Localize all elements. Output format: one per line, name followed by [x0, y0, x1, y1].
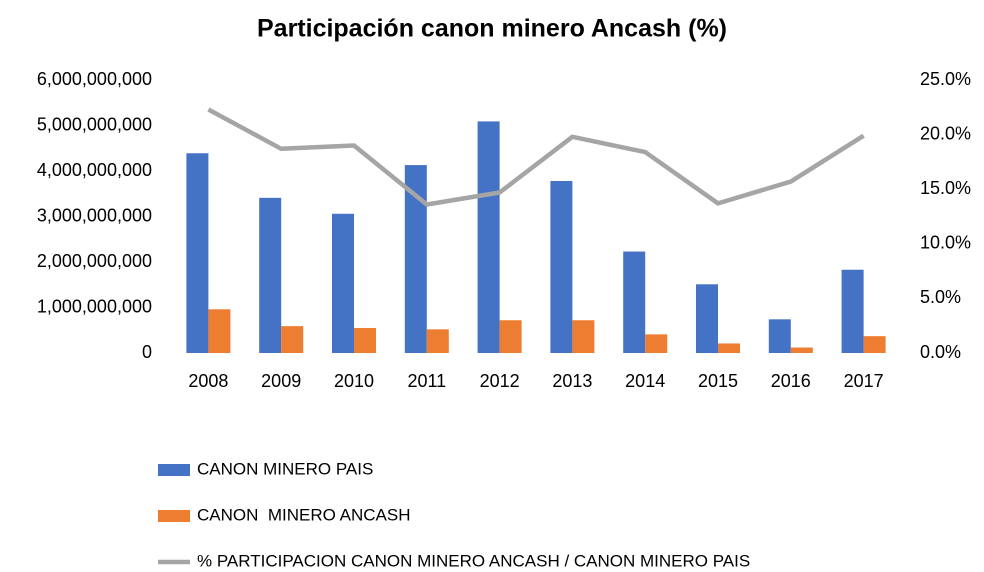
x-tick-label: 2015 [698, 371, 738, 391]
bar [623, 251, 646, 353]
bar [332, 213, 354, 353]
x-tick-label: 2010 [334, 371, 374, 391]
bar [499, 320, 522, 353]
y-tick-label: 3,000,000,000 [37, 205, 152, 225]
x-tick-label: 2017 [844, 371, 884, 391]
y2-tick-label: 5.0% [920, 287, 961, 307]
legend-label: CANON MINERO ANCASH [197, 505, 410, 524]
legend-swatch [158, 464, 190, 476]
bar [477, 121, 500, 353]
bar [550, 181, 573, 353]
y2-tick-label: 0.0% [920, 342, 961, 362]
y2-tick-label: 20.0% [920, 123, 971, 143]
x-tick-label: 2012 [480, 371, 520, 391]
bar [186, 153, 209, 353]
bar [696, 284, 718, 353]
bar [354, 327, 376, 353]
bar [259, 197, 282, 353]
chart-title: Participación canon minero Ancash (%) [257, 15, 727, 43]
y-tick-label: 5,000,000,000 [37, 114, 152, 134]
line [207, 107, 865, 207]
x-tick-label: 2011 [407, 371, 446, 391]
x-tick-label: 2014 [625, 371, 665, 391]
legend-label: % PARTICIPACION CANON MINERO ANCASH / CA… [197, 551, 750, 570]
bar [790, 347, 813, 353]
bar [572, 320, 595, 353]
x-tick-label: 2013 [552, 371, 592, 391]
legend-swatch [158, 510, 190, 522]
x-tick-label: 2016 [771, 371, 811, 391]
bar [863, 336, 886, 353]
x-tick-label: 2009 [261, 371, 301, 391]
y-tick-label: 2,000,000,000 [37, 251, 152, 271]
y-tick-label: 0 [142, 342, 152, 362]
bar [281, 326, 304, 353]
bar [404, 165, 427, 353]
bar [426, 329, 449, 353]
y2-tick-label: 25.0% [920, 69, 971, 89]
y-tick-label: 6,000,000,000 [37, 69, 152, 89]
y2-tick-label: 10.0% [920, 233, 971, 253]
legend-label: CANON MINERO PAIS [197, 459, 373, 478]
y2-tick-label: 15.0% [920, 178, 971, 198]
y-tick-label: 4,000,000,000 [37, 160, 152, 180]
bar [841, 269, 864, 353]
y-tick-label: 1,000,000,000 [37, 296, 152, 316]
bar [768, 319, 791, 353]
bar [645, 334, 668, 353]
bar [718, 343, 740, 353]
x-tick-label: 2008 [188, 371, 228, 391]
bar [208, 309, 231, 353]
